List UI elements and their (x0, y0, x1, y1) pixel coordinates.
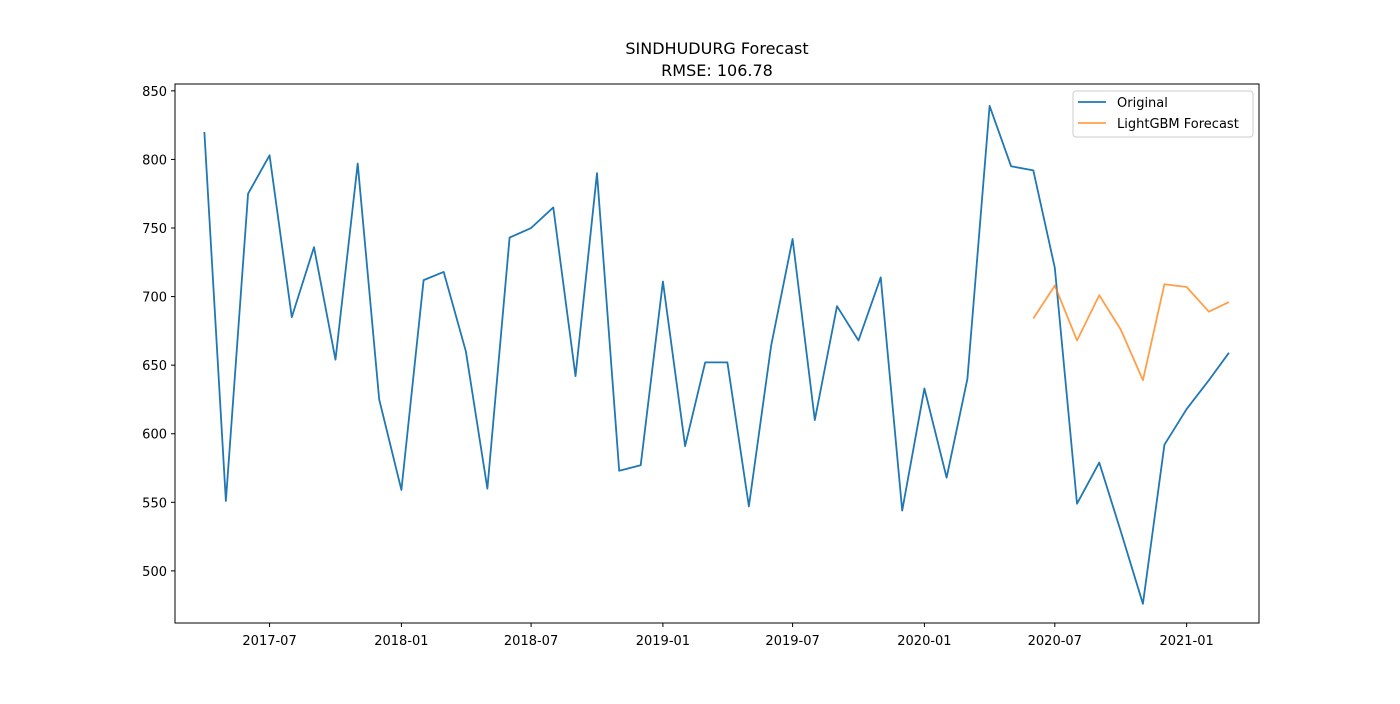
legend-box (1072, 90, 1254, 138)
chart-subtitle: RMSE: 106.78 (661, 61, 773, 80)
x-tick-label: 2020-07 (1028, 634, 1082, 649)
x-tick-label: 2019-07 (765, 634, 819, 649)
y-tick-label: 500 (142, 565, 167, 580)
y-tick-label: 600 (142, 428, 167, 443)
y-tick-label: 700 (142, 291, 167, 306)
x-axis: 2017-07 2018-01 2018-07 2019-01 2019-07 2020-… (242, 623, 1214, 649)
y-tick-label: 750 (142, 222, 167, 237)
x-tick-label: 2019-01 (636, 634, 690, 649)
x-tick-label: 2018-07 (504, 634, 558, 649)
y-axis: 500 550 600 650 700 750 800 850 (142, 85, 175, 580)
x-tick-label: 2018-01 (374, 634, 428, 649)
y-tick-label: 850 (142, 85, 167, 100)
y-tick-label: 650 (142, 359, 167, 374)
legend: Original LightGBM Forecast (1072, 90, 1254, 138)
axes-frame (174, 83, 1260, 624)
legend-label: LightGBM Forecast (1117, 117, 1239, 132)
series-line-forecast (1032, 283, 1230, 382)
series-line-original (203, 105, 1230, 605)
x-tick-label: 2017-07 (242, 634, 296, 649)
y-tick-label: 800 (142, 153, 167, 168)
plot-area (203, 105, 1230, 605)
x-tick-label: 2020-01 (897, 634, 951, 649)
chart-title: SINDHUDURG Forecast (625, 39, 808, 58)
y-tick-label: 550 (142, 496, 167, 511)
x-tick-label: 2021-01 (1159, 634, 1213, 649)
legend-label: Original (1117, 96, 1168, 111)
